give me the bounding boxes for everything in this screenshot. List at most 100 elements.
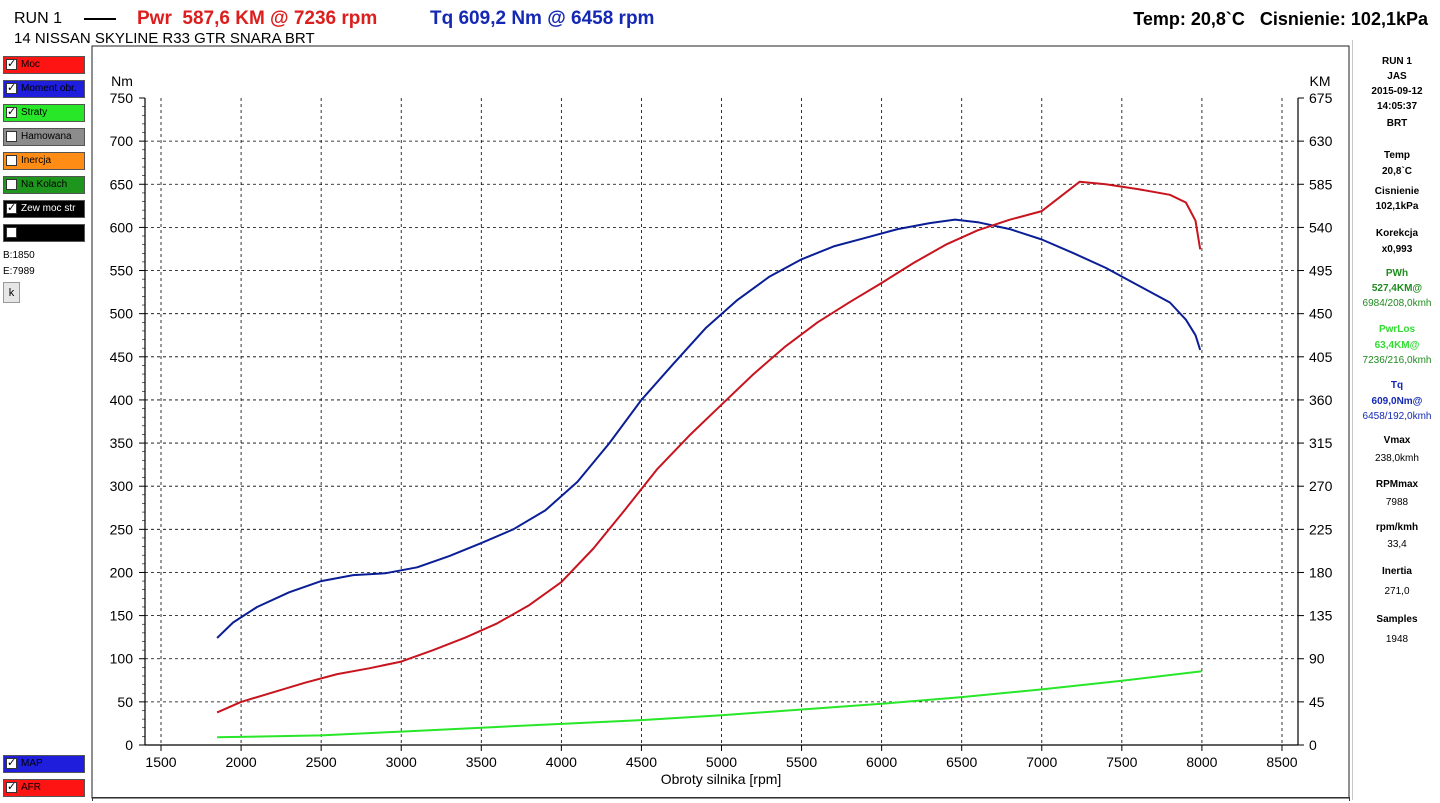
y-right-tick-label: 360: [1309, 392, 1333, 408]
checkbox[interactable]: ✓: [6, 106, 17, 118]
x-axis-label: Obroty silnika [rpm]: [661, 771, 782, 787]
end-marker: E:7989: [3, 266, 35, 277]
x-tick-label: 2000: [226, 754, 257, 770]
pwrlos-label: PwrLos: [1378, 324, 1416, 335]
y-right-tick-label: 90: [1309, 651, 1325, 667]
pressure-value: 102,1kPa: [1375, 201, 1419, 212]
checkbox[interactable]: ✓: [6, 58, 17, 70]
x-tick-label: 7000: [1026, 754, 1057, 770]
run-label: RUN 1: [14, 10, 63, 27]
torque-peak-title: Tq 609,2 Nm @ 6458 rpm: [430, 8, 655, 29]
correction-value: x0,993: [1381, 244, 1413, 255]
y-left-tick-label: 650: [110, 176, 134, 192]
temp-label: Temp: [1384, 150, 1410, 161]
power-curve: [216, 180, 1202, 714]
y-left-tick-label: 450: [110, 349, 134, 365]
x-tick-label: 5000: [706, 754, 737, 770]
checkbox[interactable]: [6, 131, 17, 142]
x-tick-label: 2500: [306, 754, 337, 770]
vmax-value: 238,0kmh: [1375, 453, 1419, 464]
checkbox[interactable]: [6, 179, 17, 190]
y-left-tick-label: 750: [110, 90, 134, 106]
checkbox[interactable]: ✓: [6, 82, 17, 94]
toggle-moc[interactable]: ✓ Moc: [3, 56, 85, 74]
x-tick-label: 7500: [1106, 754, 1137, 770]
toggle-moment-obr[interactable]: ✓ Moment obr.: [3, 80, 85, 98]
losses-curve: [217, 670, 1203, 739]
toggle-label: Hamowana: [21, 131, 72, 142]
y-right-tick-label: 585: [1309, 176, 1333, 192]
y-left-tick-label: 50: [117, 694, 133, 710]
y-right-tick-label: 315: [1309, 435, 1333, 451]
scrollbar[interactable]: [92, 797, 1350, 801]
pressure-label: Cisnienie: [1374, 186, 1420, 197]
x-tick-label: 4000: [546, 754, 577, 770]
k-button[interactable]: k: [3, 282, 20, 303]
toggle-map[interactable]: ✓ MAP: [3, 755, 85, 773]
toggle-label: Moment obr.: [21, 83, 77, 94]
ambient-readout: Temp: 20,8`C Cisnienie: 102,1kPa: [1133, 9, 1428, 29]
toggle-label: AFR: [21, 782, 41, 793]
y-right-tick-label: 225: [1309, 521, 1333, 537]
y-right-axis-label: KM: [1310, 73, 1331, 89]
y-left-tick-label: 400: [110, 392, 134, 408]
x-tick-label: 8000: [1186, 754, 1217, 770]
y-left-tick-label: 200: [110, 564, 134, 580]
pwrlos-value: 63,4KM@: [1374, 340, 1420, 351]
toggle-blank[interactable]: [3, 224, 85, 242]
toggle-label: Inercja: [21, 155, 52, 166]
correction-label: Korekcja: [1375, 228, 1419, 239]
dyno-chart: 1500 2000 2500 3000 3500 4000 4500 5000 5500 6000…: [91, 45, 1350, 799]
toggle-label: Straty: [21, 107, 48, 118]
y-left-tick-label: 350: [110, 435, 134, 451]
x-tick-label: 4500: [626, 754, 657, 770]
y-right-tick-label: 675: [1309, 90, 1333, 106]
checkbox[interactable]: ✓: [6, 202, 17, 214]
y-right-tick-label: 45: [1309, 694, 1325, 710]
y-right-tick-label: 495: [1309, 263, 1333, 279]
y-left-axis-label: Nm: [111, 73, 133, 89]
toggle-straty[interactable]: ✓ Straty: [3, 104, 85, 122]
temp-value: 20,8`C: [1381, 166, 1412, 177]
toggle-hamowana[interactable]: Hamowana: [3, 128, 85, 146]
checkbox[interactable]: ✓: [6, 757, 17, 769]
y-right-tick-label: 270: [1309, 478, 1333, 494]
toggle-label: MAP: [21, 758, 43, 769]
x-tick-label: 3000: [386, 754, 417, 770]
pwh-label: PWh: [1385, 268, 1409, 279]
summary-site: BRT: [1386, 118, 1408, 129]
x-tick-label: 5500: [786, 754, 817, 770]
x-tick-label: 6000: [866, 754, 897, 770]
y-right-tick-label: 450: [1309, 306, 1333, 322]
toggle-na-kolach[interactable]: Na Kolach: [3, 176, 85, 194]
checkbox[interactable]: [6, 155, 17, 166]
toggle-zew-moc-str[interactable]: ✓ Zew moc str: [3, 200, 85, 218]
toggle-afr[interactable]: ✓ AFR: [3, 779, 85, 797]
x-tick-label: 6500: [946, 754, 977, 770]
summary-time: 14:05:37: [1376, 101, 1418, 112]
checkbox[interactable]: ✓: [6, 781, 17, 793]
x-tick-label: 1500: [145, 754, 176, 770]
y-right-tick-label: 405: [1309, 349, 1333, 365]
torque-curve: [216, 218, 1202, 639]
tq-sub: 6458/192,0kmh: [1362, 411, 1432, 422]
y-right-tick-label: 180: [1309, 564, 1333, 580]
inertia-label: Inertia: [1381, 566, 1412, 577]
tq-label: Tq: [1390, 380, 1404, 391]
summary-date: 2015-09-12: [1371, 86, 1423, 97]
y-left-tick-label: 250: [110, 521, 134, 537]
y-left-tick-label: 600: [110, 219, 134, 235]
power-peak-title: Pwr 587,6 KM @ 7236 rpm: [137, 8, 378, 29]
y-left-tick-label: 150: [110, 608, 134, 624]
samples-value: 1948: [1385, 634, 1409, 645]
y-left-tick-label: 500: [110, 306, 134, 322]
begin-marker: B:1850: [3, 250, 35, 261]
checkbox[interactable]: [6, 227, 17, 238]
toggle-inercja[interactable]: Inercja: [3, 152, 85, 170]
y-right-tick-label: 630: [1309, 133, 1333, 149]
rpmmax-value: 7988: [1385, 497, 1409, 508]
rpmmax-label: RPMmax: [1375, 479, 1419, 490]
x-tick-label: 8500: [1266, 754, 1297, 770]
toggle-label: Zew moc str: [21, 203, 76, 214]
y-left-tick-label: 300: [110, 478, 134, 494]
